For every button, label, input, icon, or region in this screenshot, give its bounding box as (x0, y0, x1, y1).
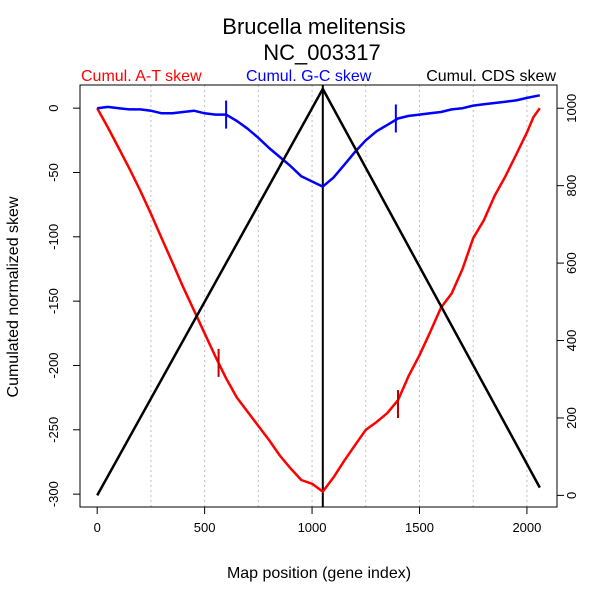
cds-skew-line (96, 87, 541, 497)
y2-tick-label: 0 (564, 492, 579, 499)
y-tick-label: -100 (46, 224, 61, 250)
y-tick-label: 0 (46, 105, 61, 112)
at-skew-line (96, 107, 541, 493)
y2-tick-label: 200 (564, 407, 579, 429)
y-axis-title: Cumulated normalized skew (5, 196, 22, 397)
legend-cds-skew: Cumul. CDS skew (426, 68, 556, 85)
chart-subtitle: NC_003317 (263, 40, 380, 65)
gc-skew-line (97, 94, 541, 188)
plot-frame (79, 84, 558, 508)
legend-at-skew: Cumul. A-T skew (81, 68, 202, 85)
y-tick-label: -250 (46, 417, 61, 443)
y-tick-label: -50 (46, 163, 61, 182)
x-tick-label: 2000 (512, 520, 541, 535)
chart-title: Brucella melitensis (222, 14, 405, 39)
y-tick-label: -150 (46, 288, 61, 314)
x-tick-label: 500 (194, 520, 216, 535)
y2-tick-label: 1000 (564, 94, 579, 123)
axes-layer: 0 500 1000 1500 20000-50-100-150-200-250-300… (46, 94, 579, 535)
series-layer (96, 85, 541, 507)
y-tick-label: -300 (46, 481, 61, 507)
x-axis-title: Map position (gene index) (227, 565, 411, 582)
x-tick-label: 1000 (298, 520, 327, 535)
y-tick-label: -200 (46, 352, 61, 378)
gridlines (150, 85, 528, 507)
x-tick-label: 0 (94, 520, 101, 535)
x-tick-label: 1500 (405, 520, 434, 535)
legend-gc-skew: Cumul. G-C skew (246, 68, 372, 85)
markers-layer (217, 100, 399, 419)
y2-tick-label: 800 (564, 175, 579, 197)
y2-tick-label: 400 (564, 330, 579, 352)
y2-tick-label: 600 (564, 252, 579, 274)
